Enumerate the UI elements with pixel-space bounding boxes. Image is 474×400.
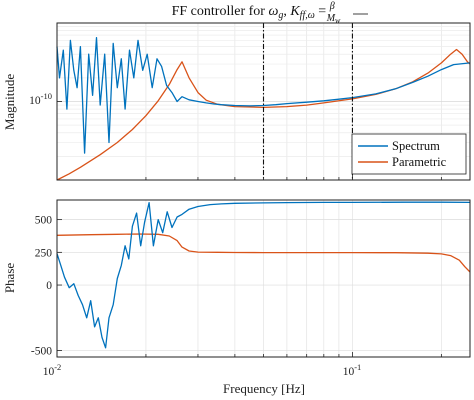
magnitude-ytick-exp: -10	[41, 91, 52, 101]
phase-ytick-label: 0	[46, 280, 52, 292]
xtick-base-0: 10	[43, 366, 55, 378]
title-k: K	[289, 4, 300, 19]
title-fraction-den: M	[326, 13, 336, 24]
xtick-exp-1: -1	[354, 362, 361, 372]
magnitude-line-parametric	[56, 48, 471, 181]
legend-label-spectrum: Spectrum	[392, 139, 440, 153]
phase-ticks	[56, 219, 442, 357]
title-sep: ,	[283, 4, 290, 19]
xtick-base-1: 10	[343, 366, 355, 378]
phase-line-spectrum	[56, 201, 471, 349]
magnitude-ticks	[56, 101, 442, 180]
phase-grid	[56, 200, 470, 357]
phase-ylabel: Phase	[2, 263, 17, 294]
phase-xlabel: Frequency [Hz]	[223, 381, 305, 396]
legend-label-parametric: Parametric	[392, 155, 447, 169]
title-sub-g: g	[278, 10, 283, 21]
magnitude-line-spectrum	[56, 37, 471, 154]
magnitude-series	[56, 37, 471, 181]
title-omega: ω	[268, 4, 278, 19]
xtick-label-1: 10-1	[343, 362, 362, 378]
title-eq: =	[315, 4, 330, 19]
phase-series	[56, 201, 471, 349]
chart-title: FF controller for ωg, Kff,ω = β Mw	[172, 1, 341, 25]
title-prefix: FF controller for	[172, 4, 269, 19]
magnitude-plot: 10-10 Magnitude Spectrum Parametric	[2, 22, 471, 181]
xtick-exp-0: -2	[54, 362, 61, 372]
magnitude-ytick-label: 10-10	[29, 91, 52, 107]
title-fraction-num: β	[329, 1, 335, 12]
phase-ytick-label: 250	[35, 247, 53, 259]
legend: Spectrum Parametric	[351, 133, 467, 175]
title-fraction-den-sub: w	[335, 16, 341, 25]
phase-ytick-label: 500	[35, 215, 53, 227]
title-sub-ff-omega: ff,ω	[300, 10, 315, 21]
phase-ytick-label: -500	[31, 345, 52, 357]
magnitude-ylabel: Magnitude	[2, 74, 17, 131]
phase-ytick-labels: -500 0 250 500	[31, 215, 52, 358]
xtick-label-0: 10-2	[43, 362, 62, 378]
phase-line-parametric	[56, 233, 471, 273]
legend-box	[351, 133, 467, 175]
magnitude-ytick-base: 10	[29, 95, 41, 107]
